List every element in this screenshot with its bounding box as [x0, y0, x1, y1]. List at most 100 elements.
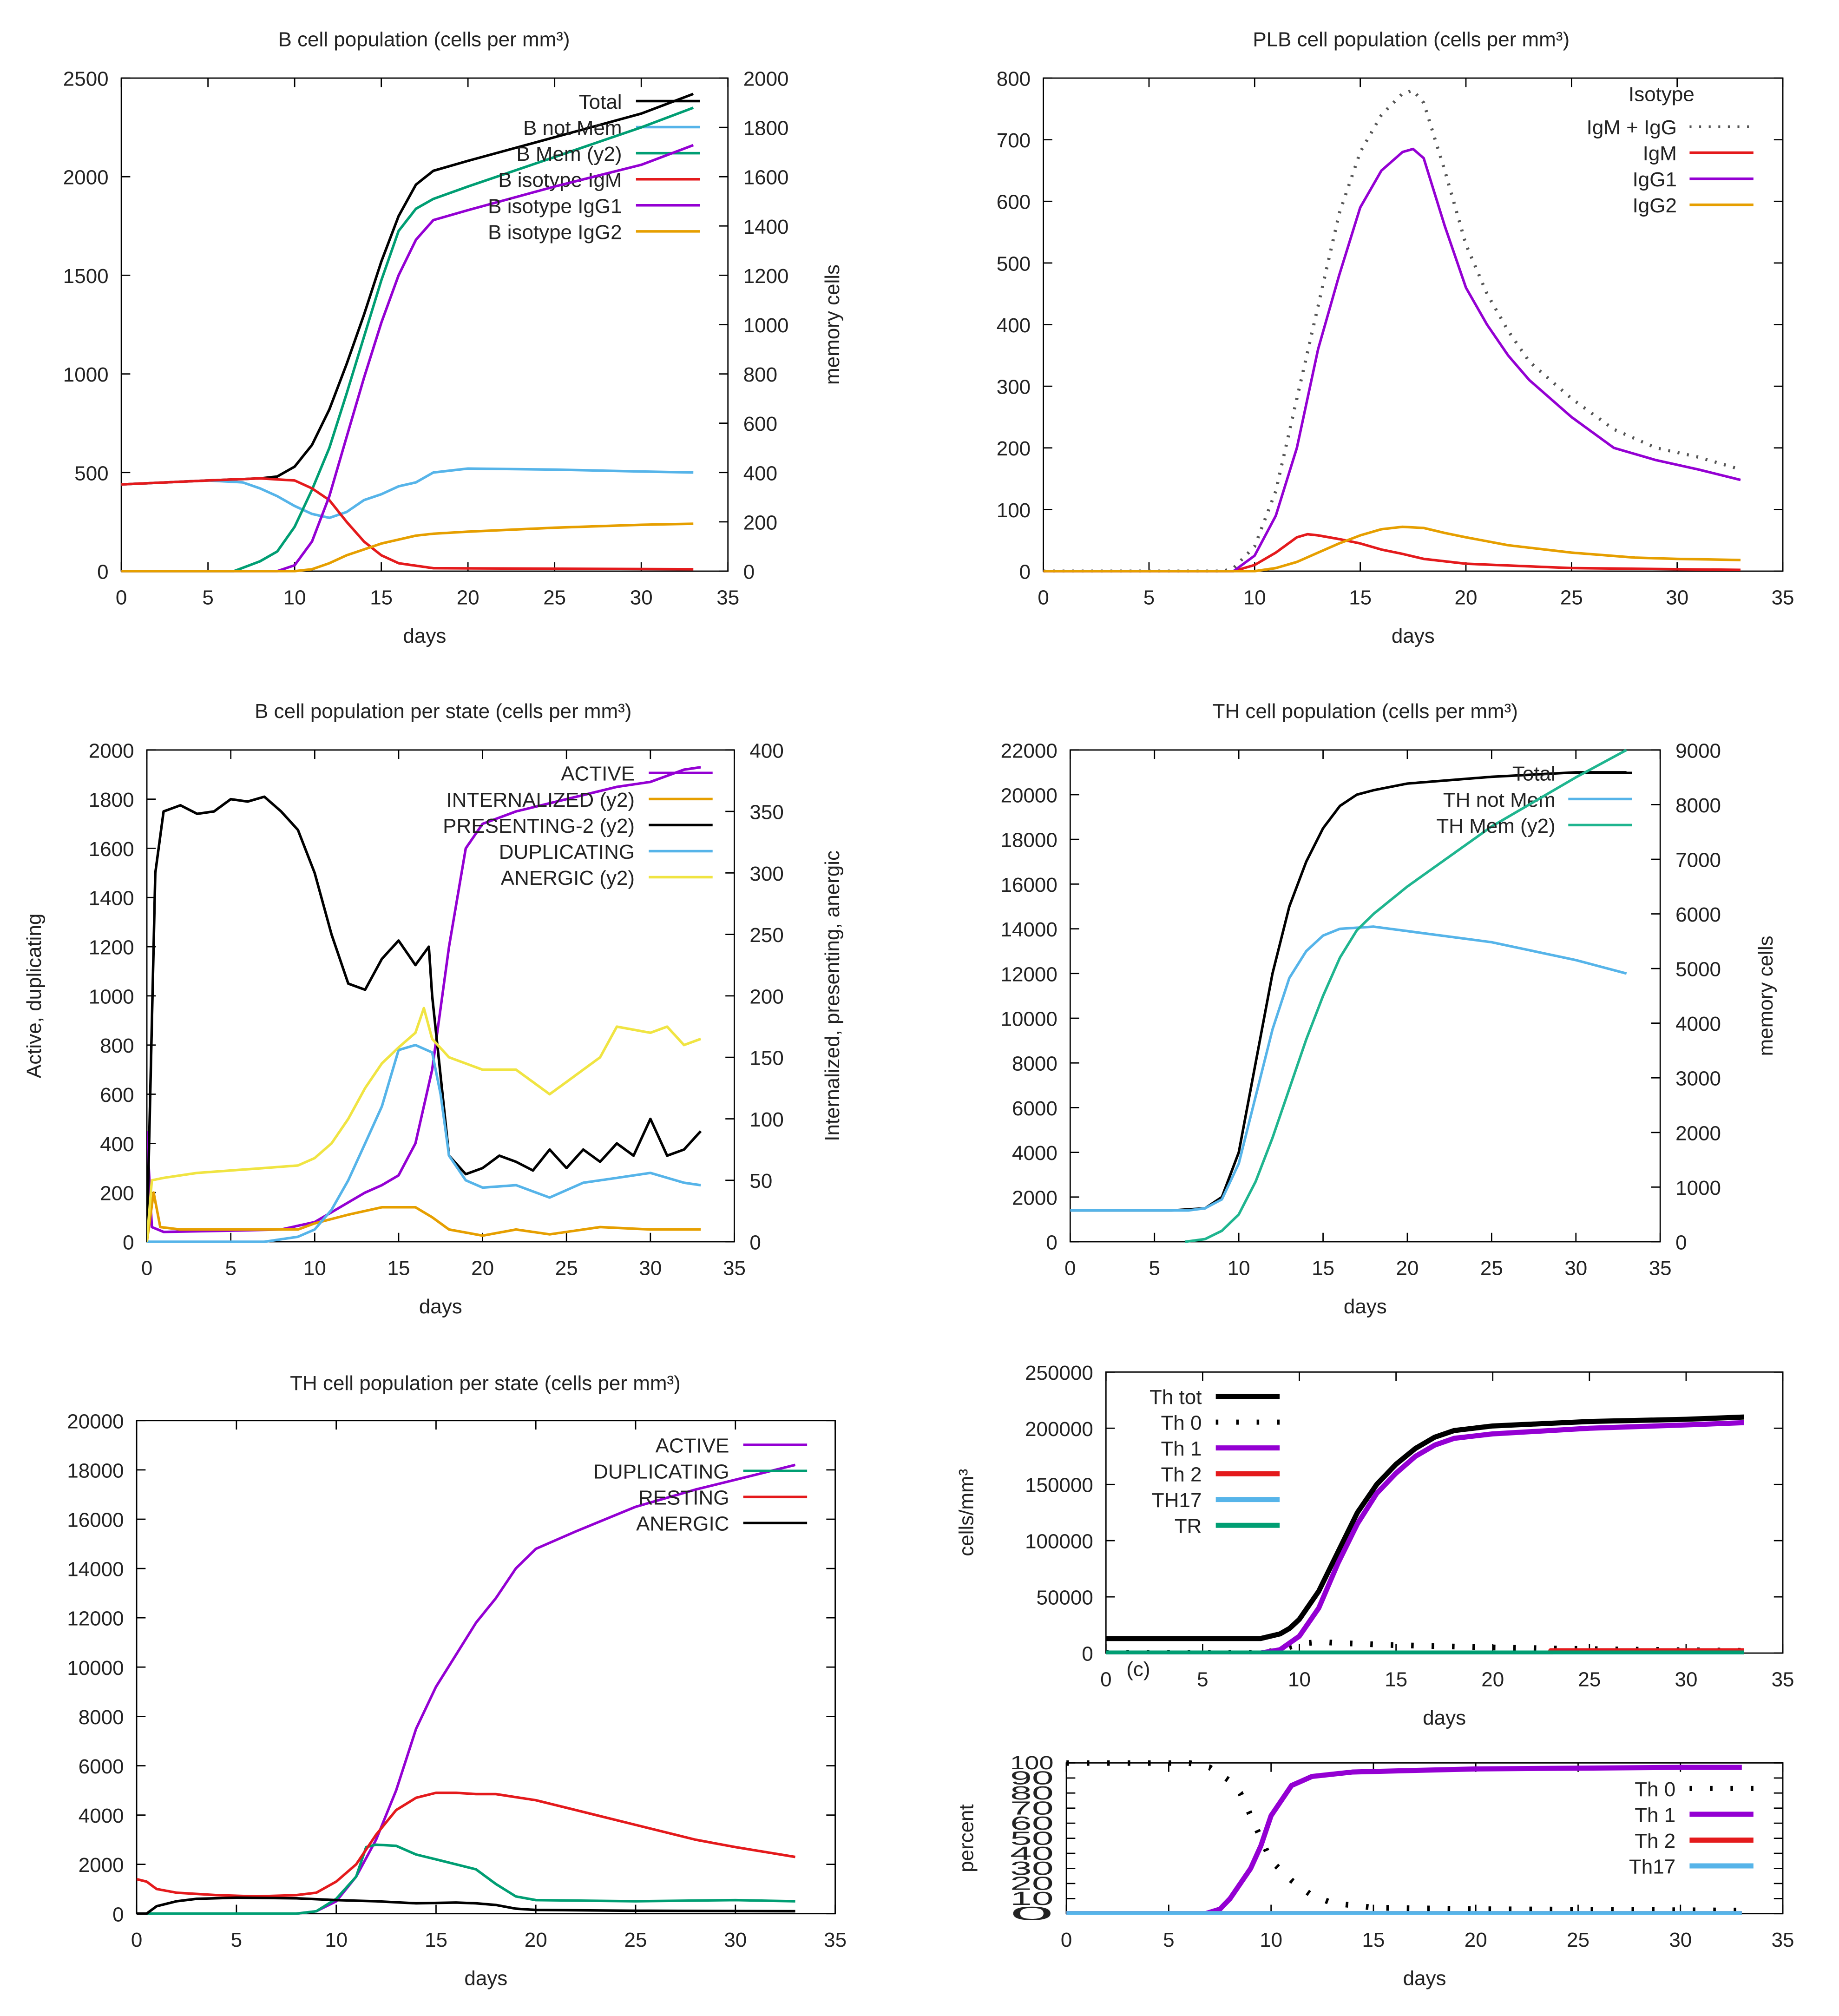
- y-tick-label: 1600: [89, 838, 134, 861]
- y2-tick-label: 1000: [743, 314, 789, 337]
- series-line-anergic-y2-: [147, 1007, 702, 1242]
- y-tick-label: 20: [1010, 1873, 1053, 1894]
- x-tick-label: 20: [471, 1257, 494, 1279]
- x-tick-label: 35: [1649, 1257, 1672, 1279]
- series-line-th-mem-y2-: [1184, 749, 1627, 1243]
- x-tick-label: 35: [824, 1929, 847, 1951]
- y-tick-label: 1800: [89, 789, 134, 811]
- y-tick-label: 12000: [67, 1608, 124, 1630]
- y-tick-label: 6000: [79, 1755, 124, 1778]
- panel-annotation: (c): [1126, 1658, 1150, 1681]
- y-tick-label: 0: [112, 1903, 124, 1926]
- y2-tick-label: 2000: [1675, 1122, 1721, 1145]
- x-tick-label: 25: [1560, 586, 1583, 609]
- y2-tick-label: 400: [749, 739, 783, 762]
- y-tick-label: 6000: [1012, 1097, 1057, 1120]
- chart-title: TH cell population per state (cells per …: [290, 1372, 681, 1395]
- series-line-resting: [137, 1791, 796, 1898]
- legend-label: Th17: [1629, 1855, 1675, 1878]
- series-line-th-0: [1066, 1760, 1742, 1914]
- y-tick-label: 0: [97, 560, 108, 583]
- y2-tick-label: 2000: [743, 68, 789, 91]
- y2-tick-label: 3000: [1675, 1067, 1721, 1090]
- y2-tick-label: 5000: [1675, 958, 1721, 981]
- y-tick-label: 50: [1010, 1827, 1053, 1849]
- x-tick-label: 10: [325, 1929, 348, 1951]
- y2-tick-label: 6000: [1675, 903, 1721, 926]
- y-tick-label: 30: [1010, 1858, 1053, 1879]
- x-tick-label: 15: [425, 1929, 447, 1951]
- y2-axis-label: memory cells: [1754, 936, 1777, 1056]
- x-tick-label: 35: [1772, 586, 1794, 609]
- y2-axis-label: memory cells: [821, 264, 844, 385]
- x-tick-label: 10: [303, 1257, 326, 1279]
- legend-label: TH17: [1152, 1489, 1202, 1512]
- legend-label: Th 1: [1161, 1437, 1202, 1460]
- x-tick-label: 30: [1675, 1668, 1697, 1691]
- x-tick-label: 15: [1349, 586, 1372, 609]
- y-tick-label: 700: [997, 129, 1031, 152]
- series-line-b-mem-y2-: [121, 106, 694, 573]
- x-tick-label: 15: [1385, 1668, 1407, 1691]
- x-tick-label: 25: [1578, 1668, 1601, 1691]
- x-tick-label: 15: [370, 586, 393, 609]
- y-tick-label: 2000: [89, 739, 134, 762]
- series-line-b-isotype-igg2: [121, 522, 694, 573]
- x-tick-label: 5: [1163, 1929, 1174, 1951]
- x-tick-label: 20: [457, 586, 479, 609]
- y-tick-label: 8000: [1012, 1053, 1057, 1075]
- x-tick-label: 0: [116, 586, 127, 609]
- y-tick-label: 40: [1010, 1843, 1053, 1864]
- x-tick-label: 20: [1396, 1257, 1419, 1279]
- y-tick-label: 0: [1010, 1903, 1053, 1924]
- y-tick-label: 1000: [63, 363, 109, 386]
- y2-tick-label: 0: [1675, 1231, 1687, 1254]
- x-tick-label: 35: [723, 1257, 746, 1279]
- chart-panel-4: 0 5 10 15 20 25 30 3502000400060008000100001200…: [1001, 700, 1778, 1318]
- y-tick-label: 1500: [63, 265, 109, 288]
- y-tick-label: 0: [1019, 560, 1031, 583]
- y-tick-label: 400: [100, 1133, 134, 1156]
- y2-tick-label: 0: [743, 560, 755, 583]
- legend-label: IgM: [1643, 142, 1677, 165]
- legend-label: B isotype IgG2: [488, 221, 622, 244]
- x-tick-label: 25: [543, 586, 566, 609]
- y-tick-label: 150000: [1025, 1474, 1093, 1497]
- y-tick-label: 8000: [79, 1706, 124, 1729]
- y-tick-label: 14000: [67, 1558, 124, 1581]
- y-axis-label: Active, duplicating: [23, 914, 46, 1078]
- chart-title: B cell population per state (cells per m…: [255, 700, 631, 723]
- legend-label: ANERGIC: [636, 1513, 729, 1535]
- y-tick-label: 600: [100, 1084, 134, 1107]
- x-tick-label: 20: [525, 1929, 547, 1951]
- y-tick-label: 18000: [67, 1459, 124, 1482]
- x-tick-label: 30: [630, 586, 653, 609]
- chart-panel-5: 0 5 10 15 20 25 30 35 0 2000 4000 6000 8000 10000 1200…: [67, 1372, 847, 1990]
- series-line-total: [1070, 771, 1627, 1212]
- x-tick-label: 0: [131, 1929, 142, 1951]
- series-line-duplicating: [147, 1043, 701, 1243]
- x-tick-label: 10: [1243, 586, 1266, 609]
- x-tick-label: 30: [1669, 1929, 1692, 1951]
- y2-tick-label: 1400: [743, 216, 789, 238]
- legend-label: B Mem (y2): [516, 143, 622, 165]
- chart-title: B cell population (cells per mm³): [278, 28, 570, 51]
- y-tick-label: 2000: [63, 166, 109, 189]
- plot-frame: [136, 1420, 836, 1915]
- x-tick-label: 20: [1481, 1668, 1504, 1691]
- x-tick-label: 5: [1197, 1668, 1208, 1691]
- x-axis-label: days: [1403, 1967, 1446, 1990]
- chart-panel-6: 0 5 10 15 20 25 30 35 0 50000 100000 150000 200000 25…: [955, 1362, 1794, 1729]
- y-tick-label: 200: [997, 437, 1031, 460]
- series-line-b-isotype-igm: [121, 477, 694, 571]
- x-axis-label: days: [1423, 1706, 1466, 1729]
- y-tick-label: 0: [123, 1231, 134, 1254]
- y-tick-label: 60: [1010, 1812, 1053, 1834]
- legend-label: DUPLICATING: [499, 841, 635, 863]
- y-tick-label: 600: [997, 191, 1031, 214]
- y-tick-label: 250000: [1025, 1362, 1093, 1384]
- legend-label: PRESENTING-2 (y2): [443, 815, 635, 837]
- series-line-internalized-y2-: [147, 1191, 701, 1242]
- plot-frame: [146, 749, 735, 1243]
- x-tick-label: 15: [1362, 1929, 1385, 1951]
